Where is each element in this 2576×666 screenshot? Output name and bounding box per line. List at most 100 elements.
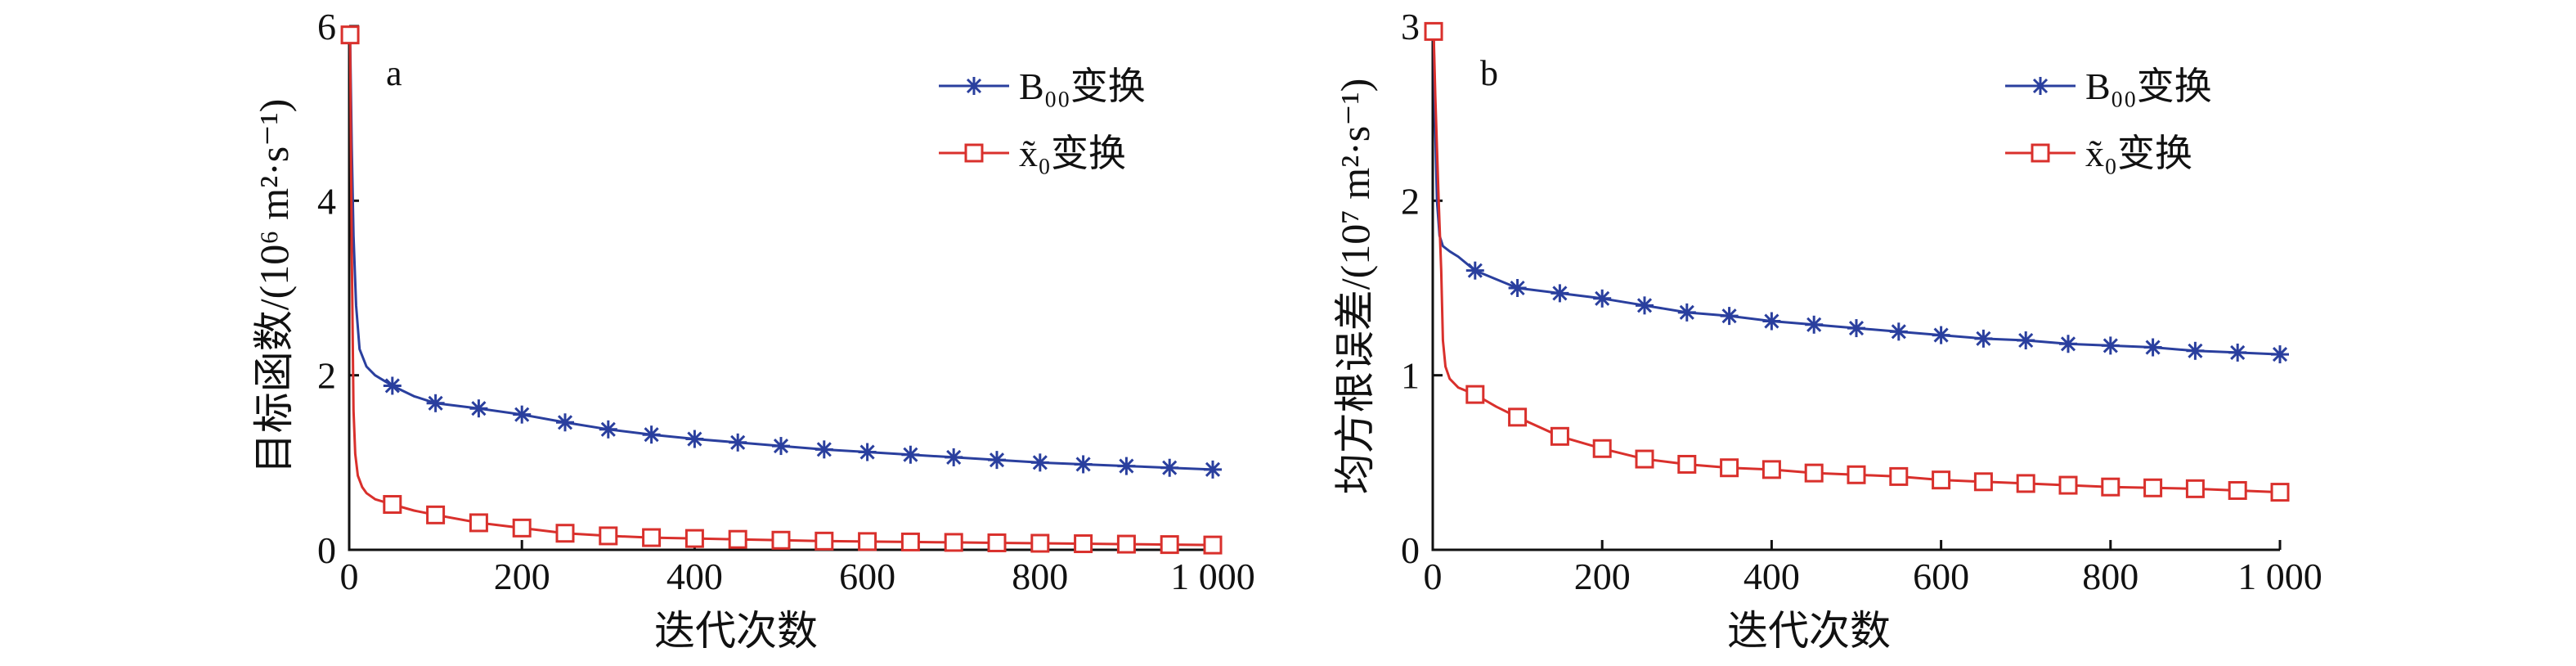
data-point (1160, 535, 1179, 555)
legend-label-b00: B₀₀变换 (2085, 65, 2212, 107)
y-tick-label: 0 (317, 529, 336, 571)
data-point (1465, 385, 1485, 404)
legend-marker-b00 (965, 77, 983, 95)
legend-item-x0: x̃₀变换 (939, 133, 1126, 174)
data-point (1720, 307, 1739, 326)
legend-marker-x0 (964, 143, 984, 163)
x-tick-label: 0 (340, 556, 359, 597)
data-point (1636, 296, 1654, 315)
data-point (513, 405, 532, 424)
data-point (1804, 463, 1824, 483)
panel-letter: b (1480, 53, 1498, 93)
data-point (2228, 343, 2247, 362)
data-point (1847, 465, 1866, 484)
data-point (1508, 407, 1528, 427)
y-axis-title: 目标函数/(10⁶ m²·s⁻¹) (251, 99, 297, 475)
data-point (1762, 312, 1781, 331)
x-tick-label: 600 (1913, 556, 1969, 597)
legend-label-x0: x̃₀变换 (1019, 133, 1126, 174)
data-point (815, 440, 833, 459)
panel-letter: a (386, 53, 402, 93)
data-point (987, 533, 1007, 552)
y-axis-ticks: 0 1 2 3 (1401, 6, 1443, 571)
legend: B₀₀变换 x̃₀变换 (939, 65, 1146, 174)
data-point (1677, 303, 1696, 322)
data-point (1932, 470, 1951, 490)
data-point (2059, 335, 2077, 353)
data-point (2270, 483, 2290, 502)
data-point (988, 451, 1006, 470)
data-point (1465, 261, 1484, 280)
y-tick-label: 4 (317, 180, 336, 222)
data-point (1635, 449, 1654, 469)
data-point (1117, 457, 1136, 475)
y-tick-label: 6 (317, 6, 336, 47)
x-tick-label: 1 000 (1170, 556, 1255, 597)
data-point (642, 528, 662, 547)
series-layer (1424, 21, 2290, 502)
data-point (1074, 455, 1093, 474)
data-point (901, 445, 920, 464)
data-point (1030, 533, 1050, 553)
data-point (1761, 460, 1781, 479)
data-point (1592, 439, 1612, 458)
data-point (1973, 472, 1993, 492)
x-axis-ticks: 0 200 400 600 800 1 000 (1424, 540, 2322, 597)
y-axis-ticks: 0 2 4 6 (317, 6, 359, 571)
data-point (555, 524, 575, 543)
data-point (1160, 458, 1179, 477)
data-point (1805, 315, 1824, 334)
data-point (684, 529, 704, 548)
data-point (383, 376, 402, 395)
data-point (728, 529, 747, 549)
x-tick-label: 800 (1012, 556, 1068, 597)
data-point (772, 437, 790, 456)
data-point (2143, 338, 2162, 357)
x-tick-label: 400 (666, 556, 723, 597)
series-b00 (1425, 22, 2289, 364)
data-point (2058, 475, 2078, 495)
data-point (1204, 460, 1222, 479)
data-point (426, 505, 446, 524)
legend: B₀₀变换 x̃₀变换 (2005, 65, 2212, 174)
x-tick-label: 400 (1744, 556, 1800, 597)
data-point (2228, 480, 2247, 500)
data-point (1847, 319, 1865, 338)
data-point (1508, 279, 1527, 297)
data-point (2016, 474, 2035, 493)
x-axis-title: 迭代次数 (1727, 608, 1891, 654)
series-line-b00 (348, 34, 1214, 471)
legend-item-b00: B₀₀变换 (2005, 65, 2212, 107)
data-point (512, 518, 532, 538)
data-point (469, 399, 488, 418)
data-point (858, 532, 877, 551)
chart-panel-b: 均方根误差/(10⁷ m²·s⁻¹) 迭代次数 b 0 200 400 600 800 1… (1332, 6, 2322, 654)
data-point (599, 420, 617, 439)
data-point (2143, 478, 2163, 497)
y-tick-label: 2 (317, 355, 336, 397)
plot-area: 0 200 400 600 800 1 000 0 1 2 3 (1401, 6, 2322, 597)
data-point (340, 25, 360, 45)
legend-marker-x0 (2031, 143, 2050, 163)
legend-item-x0: x̃₀变换 (2005, 133, 2192, 174)
x-tick-label: 800 (2082, 556, 2138, 597)
data-point (1203, 535, 1223, 555)
data-point (1550, 426, 1569, 446)
data-point (1074, 534, 1093, 554)
data-point (771, 530, 791, 550)
data-point (2185, 479, 2205, 498)
data-point (1424, 21, 1443, 41)
data-point (685, 430, 704, 448)
data-point (1551, 284, 1569, 303)
series-x0 (1424, 21, 2290, 502)
legend-label-b00: B₀₀变换 (1019, 65, 1146, 107)
data-point (1889, 322, 1908, 341)
legend-marker-b00 (2031, 77, 2049, 95)
data-point (642, 425, 661, 444)
data-point (1593, 289, 1612, 308)
data-point (556, 413, 574, 432)
data-point (426, 394, 445, 412)
data-point (1116, 534, 1136, 554)
data-point (2186, 341, 2205, 360)
